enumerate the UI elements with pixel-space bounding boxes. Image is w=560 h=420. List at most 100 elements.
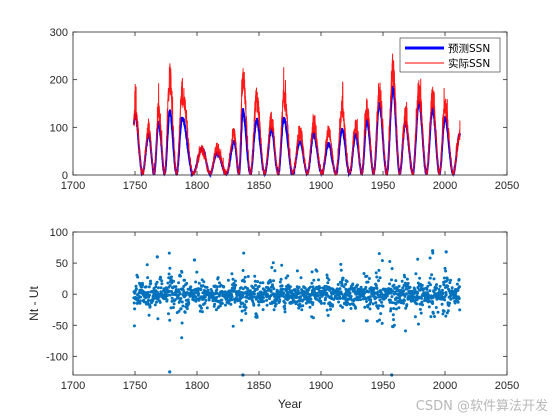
scatter-point [201, 284, 205, 288]
scatter-point [132, 324, 136, 328]
scatter-point [391, 289, 395, 293]
scatter-point [405, 303, 409, 307]
scatter-point [255, 287, 259, 291]
scatter-point [304, 301, 308, 305]
scatter-point [159, 286, 163, 290]
scatter-point [179, 274, 182, 278]
scatter-point [341, 276, 345, 280]
scatter-point [376, 306, 380, 310]
scatter-point [364, 285, 368, 289]
scatter-point [379, 312, 383, 316]
scatter-point [419, 311, 423, 315]
scatter-point [205, 285, 209, 289]
scatter-point [216, 276, 220, 280]
scatter-point [273, 269, 277, 273]
scatter-point [429, 283, 432, 287]
scatter-point [444, 314, 448, 318]
scatter-point [366, 280, 370, 284]
scatter-point [394, 279, 398, 283]
scatter-point [218, 281, 221, 285]
scatter-point [144, 291, 148, 295]
scatter-point [207, 298, 211, 302]
scatter-point [390, 301, 394, 305]
scatter-point [274, 302, 278, 306]
scatter-point [136, 275, 140, 279]
scatter-point [290, 289, 294, 293]
scatter-point [327, 278, 331, 282]
scatter-point [413, 291, 417, 295]
scatter-point [166, 293, 170, 297]
scatter-point [430, 273, 434, 277]
axes-border [72, 231, 508, 376]
scatter-point [458, 308, 462, 312]
scatter-point [256, 280, 260, 284]
scatter-point [246, 287, 250, 291]
scatter-point [230, 272, 234, 276]
scatter-point [200, 310, 204, 314]
scatter-point [390, 295, 394, 299]
scatter-point [220, 301, 224, 305]
scatter-point [181, 304, 185, 308]
scatter-point [415, 302, 419, 306]
scatter-point [149, 279, 152, 283]
scatter-point [431, 302, 435, 305]
scatter-point [234, 283, 238, 287]
scatter-point [180, 270, 184, 274]
scatter-point [202, 280, 206, 284]
scatter-point [177, 309, 181, 313]
scatter-point [433, 315, 436, 318]
scatter-point [200, 306, 203, 310]
scatter-point [203, 301, 207, 305]
scatter-point [240, 309, 244, 313]
scatter-point [172, 279, 176, 283]
scatter-point [296, 295, 300, 299]
scatter-point [156, 286, 160, 290]
scatter-point [369, 298, 373, 302]
scatter-point [377, 268, 381, 272]
scatter-point [367, 290, 371, 294]
scatter-point [144, 285, 148, 289]
scatter-point [394, 307, 398, 311]
x-tick-label: 1800 [185, 380, 209, 392]
series-actual-line [133, 53, 461, 177]
x-tick-label: 2000 [433, 380, 457, 392]
scatter-point [155, 255, 159, 259]
scatter-point [180, 300, 184, 304]
scatter-point [336, 283, 340, 286]
scatter-point [331, 304, 335, 308]
scatter-point [295, 269, 299, 273]
scatter-point [134, 287, 138, 291]
scatter-point [168, 293, 172, 297]
scatter-point [139, 295, 143, 299]
x-axis-label: Year [278, 397, 302, 411]
scatter-point [342, 285, 346, 289]
scatter-point [241, 301, 245, 305]
scatter-point [400, 279, 404, 283]
scatter-point [418, 276, 422, 280]
scatter-point [237, 291, 241, 295]
scatter-point [215, 285, 219, 289]
legend-box [399, 37, 501, 73]
scatter-point [252, 295, 256, 299]
scatter-point [166, 281, 170, 285]
scatter-point [316, 294, 320, 298]
scatter-point [180, 336, 184, 340]
scatter-point [318, 296, 322, 300]
scatter-point [148, 293, 151, 297]
scatter-point [306, 292, 310, 296]
scatter-point [444, 291, 448, 294]
scatter-point [373, 286, 376, 290]
scatter-point [204, 299, 208, 302]
scatter-point [255, 315, 259, 319]
scatter-point [380, 292, 384, 296]
scatter-point [278, 298, 282, 302]
scatter-point [240, 318, 244, 322]
scatter-point [272, 308, 276, 312]
x-tick-label: 1700 [61, 180, 85, 192]
scatter-point [420, 296, 424, 300]
scatter-point [369, 300, 373, 304]
scatter-point [177, 288, 181, 292]
scatter-point [431, 251, 435, 255]
scatter-point [218, 304, 222, 308]
scatter-point [380, 259, 384, 263]
